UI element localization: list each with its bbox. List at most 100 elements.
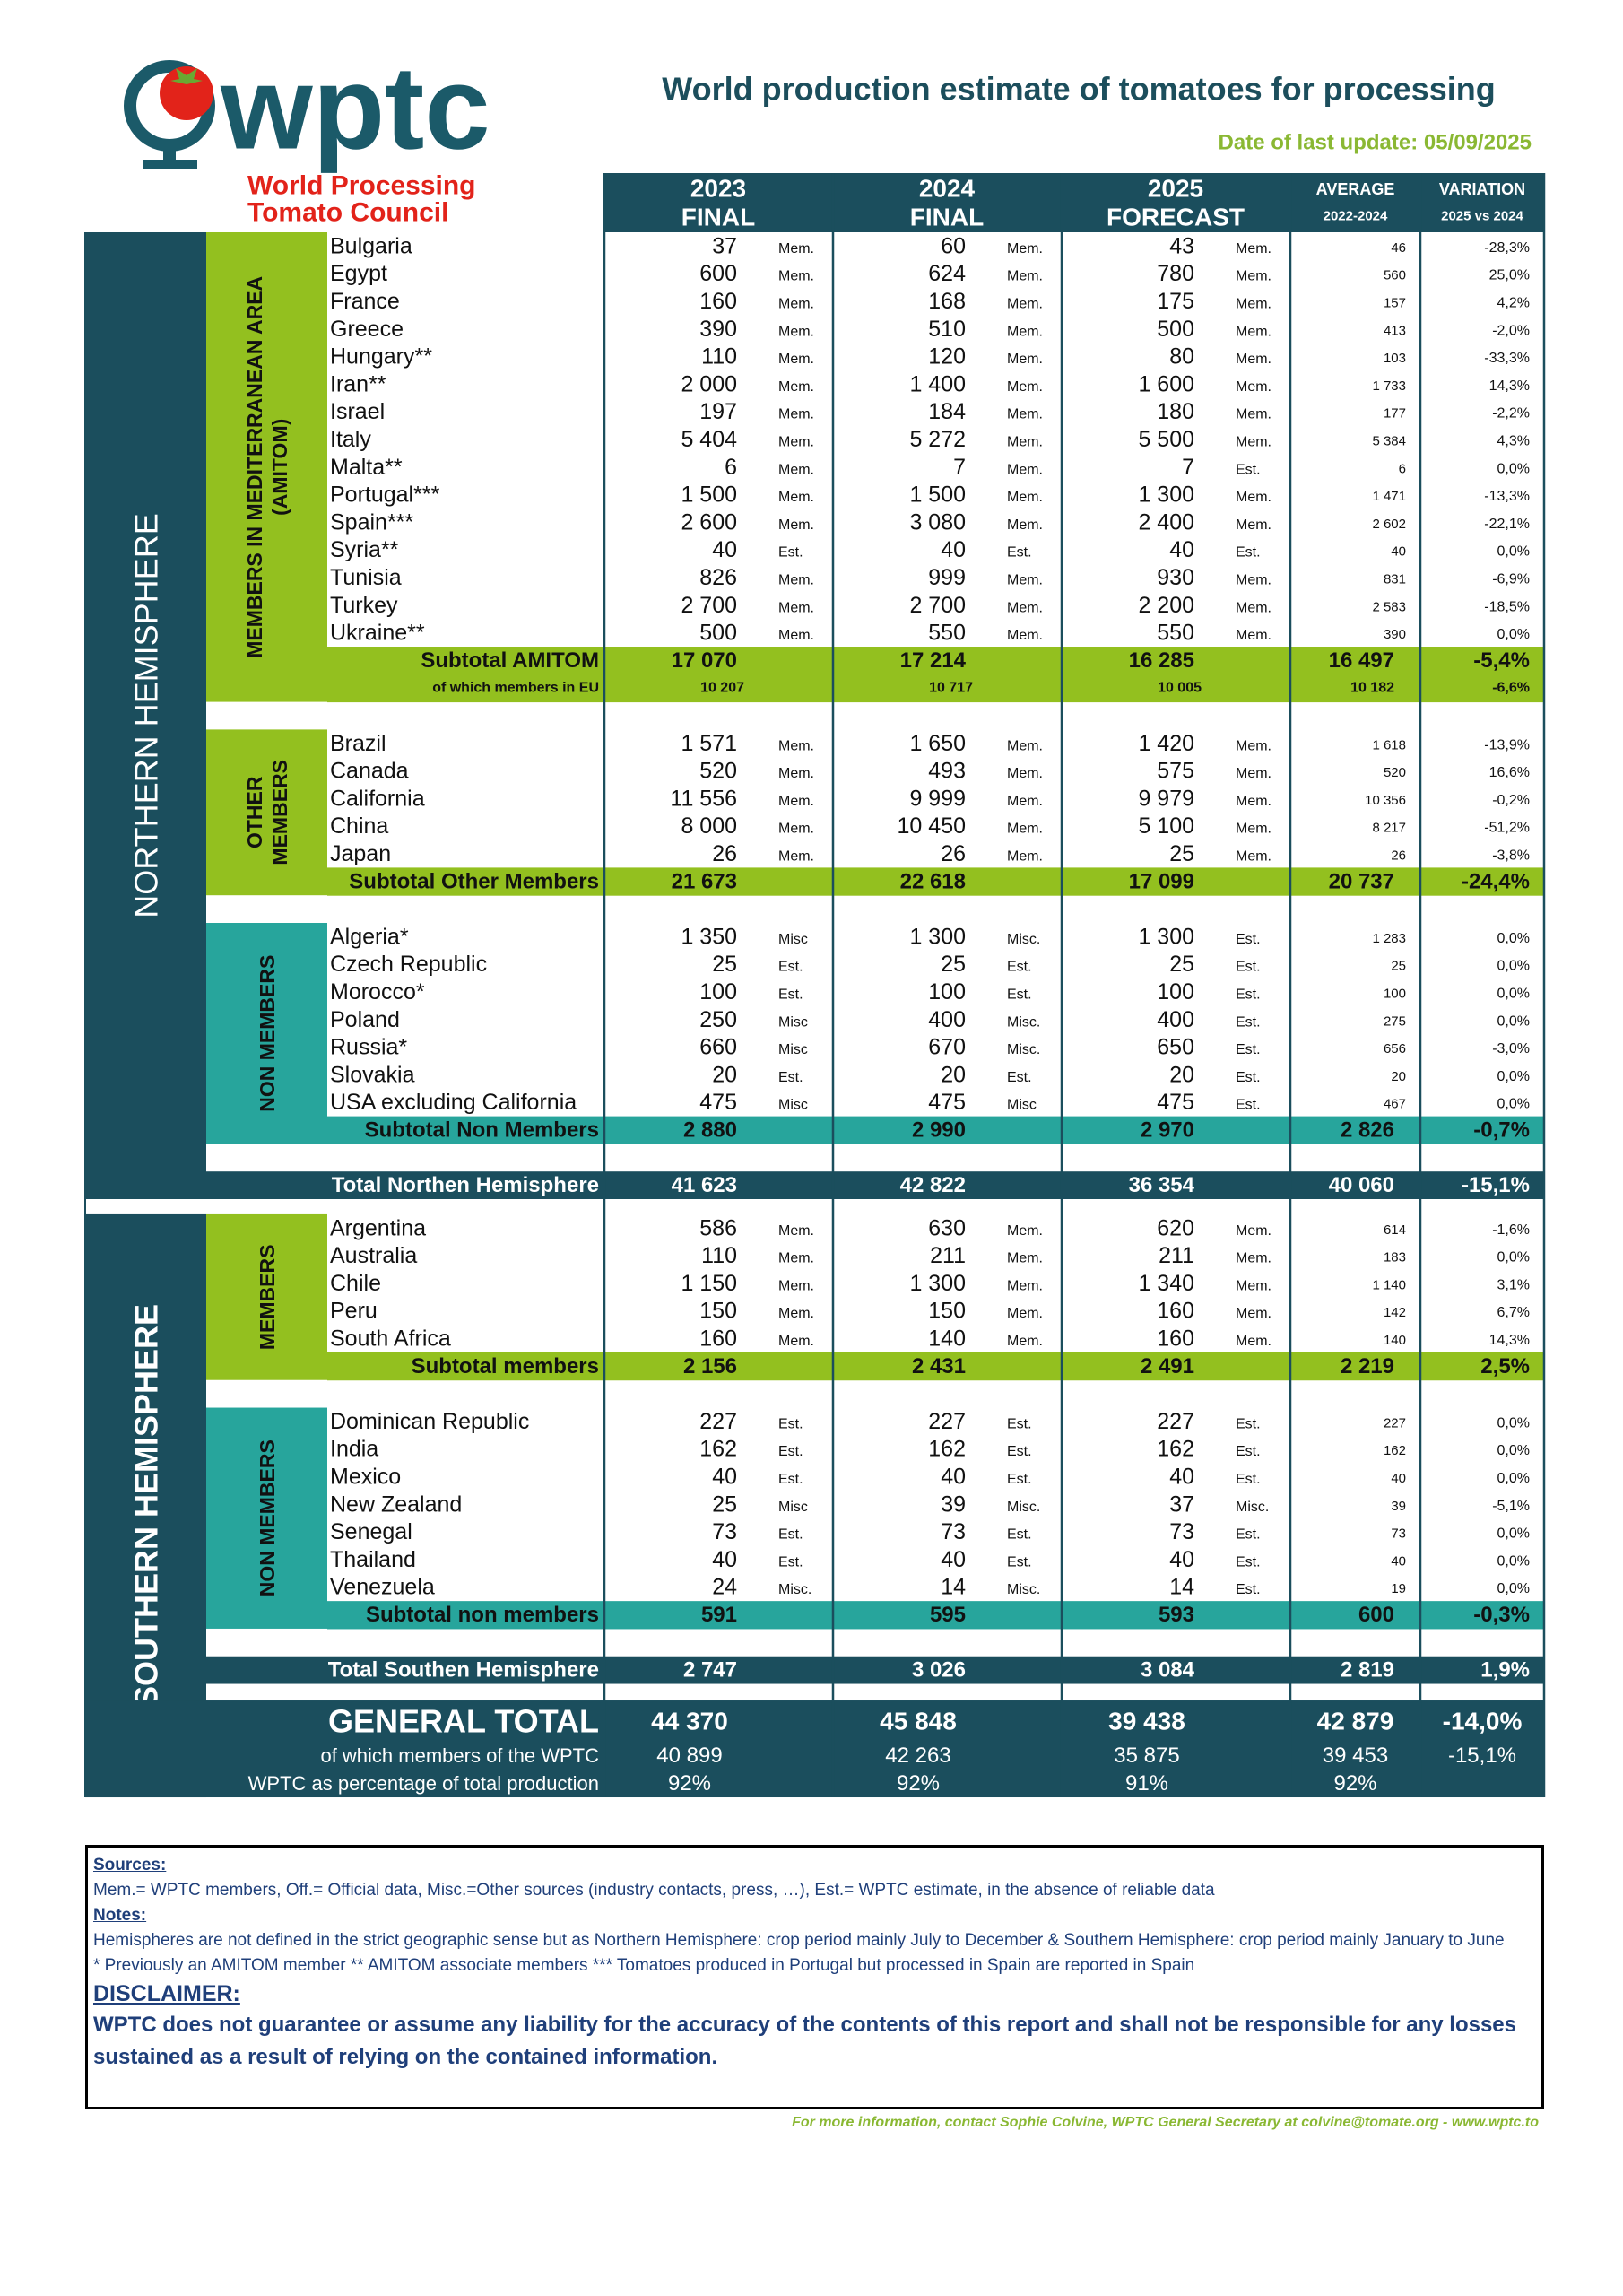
cell-variation: 0,0%	[1497, 1443, 1530, 1458]
cell-source: Mem.	[1236, 628, 1271, 643]
cell-value: 595	[930, 1603, 966, 1627]
cell-average: 20	[1391, 1069, 1406, 1084]
cell-source: Est.	[1236, 987, 1261, 1003]
cell-value: 17 099	[1129, 869, 1194, 893]
cell-variation: 6,7%	[1497, 1305, 1530, 1320]
cell-variation: -2,0%	[1492, 323, 1530, 338]
cell-source: Misc	[778, 1500, 808, 1515]
cell-value: 2 000	[681, 371, 737, 396]
general-total-value: 44 370	[651, 1708, 728, 1735]
cell-source: Misc.	[1007, 932, 1040, 947]
cell-average: 25	[1391, 959, 1406, 974]
cell-source: Mem.	[1007, 1334, 1043, 1349]
cell-value: 493	[928, 759, 966, 784]
cell-value: 25	[1169, 841, 1194, 866]
general-total-value: -15,1%	[1448, 1744, 1516, 1768]
cell-source: Est.	[778, 1070, 803, 1085]
cell-source: Mem.	[778, 297, 814, 312]
cell-variation: 25,0%	[1489, 268, 1530, 283]
cell-source: Mem.	[1007, 269, 1043, 284]
cell-source: Mem.	[1007, 1306, 1043, 1321]
row-name: China	[330, 813, 388, 839]
general-total-label: WPTC as percentage of total production	[248, 1772, 599, 1795]
cell-value: 37	[1169, 1492, 1194, 1517]
row-name: Iran**	[330, 371, 386, 396]
cell-variation: -15,1%	[1462, 1173, 1530, 1197]
cell-value: 670	[928, 1035, 966, 1060]
subtotal-band	[327, 647, 1544, 675]
cell-value: 22 618	[900, 869, 966, 893]
cell-variation: -2,2%	[1492, 406, 1530, 422]
cell-variation: -22,1%	[1484, 517, 1530, 532]
cell-value: 1 650	[909, 731, 966, 756]
cell-value: 40	[712, 1547, 737, 1572]
cell-source: Est.	[1236, 1527, 1261, 1543]
cell-average: 467	[1384, 1097, 1406, 1112]
cell-source: Mem.	[778, 1251, 814, 1266]
cell-value: 37	[712, 233, 737, 258]
cell-source: Mem.	[1007, 241, 1043, 257]
cell-value: 36 354	[1129, 1173, 1195, 1197]
cell-value: 660	[699, 1035, 737, 1060]
cell-value: 5 272	[909, 427, 966, 452]
cell-value: 25	[1169, 952, 1194, 977]
cell-value: 1 350	[681, 924, 737, 949]
cell-value: 40	[712, 537, 737, 562]
row-name: Argentina	[330, 1215, 426, 1240]
cell-value: 2 747	[683, 1658, 737, 1683]
cell-value: 2 491	[1141, 1354, 1194, 1378]
cell-value: 510	[928, 317, 966, 342]
cell-average: 2 219	[1341, 1354, 1394, 1378]
cell-value: 3 026	[912, 1658, 966, 1683]
cell-variation: 0,0%	[1497, 987, 1530, 1002]
note: Hemispheres are not defined in the stric…	[93, 1931, 1505, 1950]
cell-value: 26	[941, 841, 966, 866]
cell-source: Est.	[778, 1472, 803, 1487]
row-name: Brazil	[330, 731, 386, 756]
average-period: 2022-2024	[1324, 209, 1388, 224]
cell-source: Mem.	[1007, 628, 1043, 643]
cell-value: 160	[699, 1326, 737, 1352]
cell-source: Misc.	[1007, 1500, 1040, 1515]
row-name: Australia	[330, 1243, 417, 1268]
cell-variation: 0,0%	[1497, 1553, 1530, 1569]
cell-value: 39	[941, 1492, 966, 1517]
cell-value: 550	[1157, 621, 1194, 646]
row-name: Japan	[330, 841, 391, 866]
cell-average: 227	[1384, 1415, 1406, 1431]
cell-value: 40	[941, 1547, 966, 1572]
cell-value: 40	[941, 537, 966, 562]
cell-value: 10 717	[929, 681, 973, 696]
cell-average: 19	[1391, 1581, 1406, 1596]
cell-value: 73	[712, 1519, 737, 1544]
cell-source: Mem.	[1236, 822, 1271, 837]
cell-source: Mem.	[1236, 600, 1271, 615]
cell-source: Mem.	[1236, 1334, 1271, 1349]
column-status: FINAL	[910, 204, 984, 231]
cell-source: Est.	[1007, 1444, 1032, 1459]
cell-average: 614	[1384, 1222, 1406, 1238]
row-name: Algeria*	[330, 924, 409, 949]
cell-average: 10 356	[1365, 793, 1406, 808]
cell-value: 227	[1157, 1409, 1194, 1434]
cell-value: 826	[699, 565, 737, 590]
cell-source: Mem.	[1007, 822, 1043, 837]
cell-source: Mem.	[1236, 379, 1271, 395]
cell-value: 80	[1169, 344, 1194, 370]
cell-value: 593	[1159, 1603, 1194, 1627]
row-name: Morocco*	[330, 979, 425, 1004]
cell-average: 6	[1399, 461, 1406, 476]
cell-value: 100	[699, 979, 737, 1004]
hemisphere-band	[85, 232, 206, 1199]
cell-average: 73	[1391, 1526, 1406, 1542]
cell-value: 550	[928, 621, 966, 646]
group-label: NON MEMBERS	[256, 955, 279, 1112]
cell-average: 157	[1384, 296, 1406, 311]
cell-average: 39	[1391, 1499, 1406, 1514]
general-total-label: GENERAL TOTAL	[328, 1703, 599, 1740]
cell-source: Mem.	[1007, 766, 1043, 781]
cell-value: 160	[1157, 1326, 1194, 1352]
cell-value: 21 673	[672, 869, 737, 893]
cell-source: Mem.	[1236, 1306, 1271, 1321]
